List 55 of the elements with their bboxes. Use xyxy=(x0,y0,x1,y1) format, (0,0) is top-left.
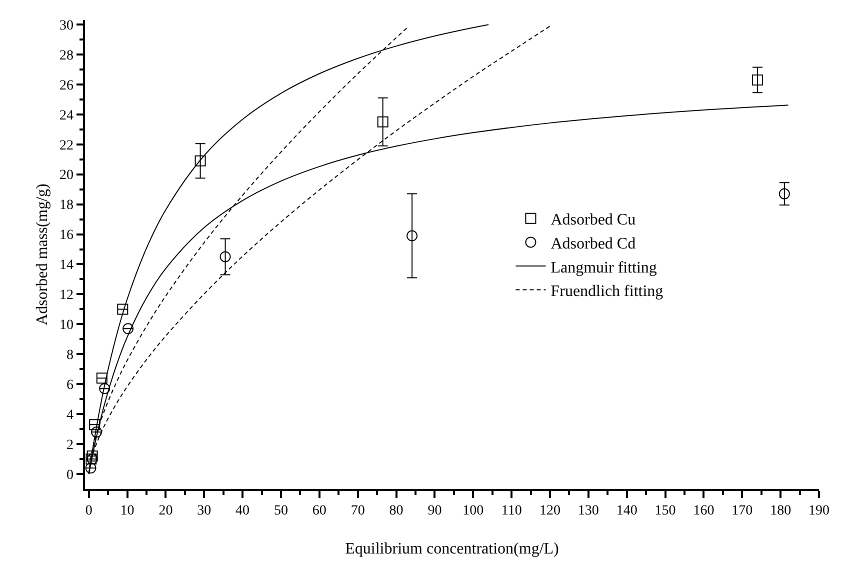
x-axis-title: Equilibrium concentration(mg/L) xyxy=(345,540,559,558)
point xyxy=(220,251,231,262)
point xyxy=(89,419,100,430)
x-tick-label: 10 xyxy=(120,504,134,519)
point xyxy=(96,372,108,384)
y-axis-title: Adsorbed mass(mg/g) xyxy=(34,184,51,326)
point xyxy=(91,426,102,438)
point xyxy=(194,155,206,166)
x-tick-label: 0 xyxy=(85,504,92,519)
legend-label: Adsorbed Cd xyxy=(550,235,636,252)
y-tick-label: 22 xyxy=(59,138,74,154)
y-tick-label: 14 xyxy=(59,258,74,274)
x-tick-label: 140 xyxy=(616,504,638,519)
x-tick-label: 70 xyxy=(350,504,365,519)
point xyxy=(85,462,96,474)
point xyxy=(122,323,134,334)
y-tick-label: 6 xyxy=(66,378,74,394)
x-tick-label: 150 xyxy=(654,504,676,519)
y-tick-label: 28 xyxy=(59,48,74,64)
x-tick-label: 170 xyxy=(732,504,753,519)
y-tick-label: 16 xyxy=(59,228,74,244)
y-tick-label: 8 xyxy=(66,348,74,364)
point xyxy=(406,230,418,242)
point xyxy=(117,304,128,315)
y-tick-label: 20 xyxy=(59,168,74,184)
point xyxy=(752,74,764,86)
point xyxy=(778,188,790,200)
y-tick-label: 4 xyxy=(66,408,74,423)
x-tick-label: 110 xyxy=(501,504,522,519)
y-tick-label: 12 xyxy=(59,288,74,304)
x-tick-label: 190 xyxy=(808,504,830,519)
y-tick-label: 2 xyxy=(66,438,74,453)
x-tick-label: 90 xyxy=(428,504,442,519)
legend-label: Fruendlich fitting xyxy=(550,283,664,300)
x-tick-label: 60 xyxy=(312,504,326,519)
legend-label: Langmuir fitting xyxy=(550,259,657,276)
x-tick-label: 80 xyxy=(389,504,404,519)
x-tick-label: 100 xyxy=(462,504,484,519)
point xyxy=(99,383,110,394)
y-tick-label: 10 xyxy=(59,318,74,334)
x-tick-label: 130 xyxy=(578,504,599,519)
x-tick-label: 160 xyxy=(693,504,714,519)
x-tick-label: 30 xyxy=(197,504,212,519)
y-tick-label: 30 xyxy=(59,18,74,34)
y-tick-label: 26 xyxy=(59,78,74,94)
x-tick-label: 120 xyxy=(539,504,560,519)
y-tick-label: 24 xyxy=(59,108,74,124)
point xyxy=(377,116,388,128)
legend-label: Adsorbed Cu xyxy=(550,212,636,229)
x-tick-label: 40 xyxy=(236,504,250,519)
y-tick-label: 18 xyxy=(59,198,74,214)
x-tick-label: 50 xyxy=(274,504,288,519)
x-tick-label: 180 xyxy=(770,504,792,519)
x-tick-label: 20 xyxy=(158,504,173,519)
y-tick-label: 0 xyxy=(66,468,74,483)
